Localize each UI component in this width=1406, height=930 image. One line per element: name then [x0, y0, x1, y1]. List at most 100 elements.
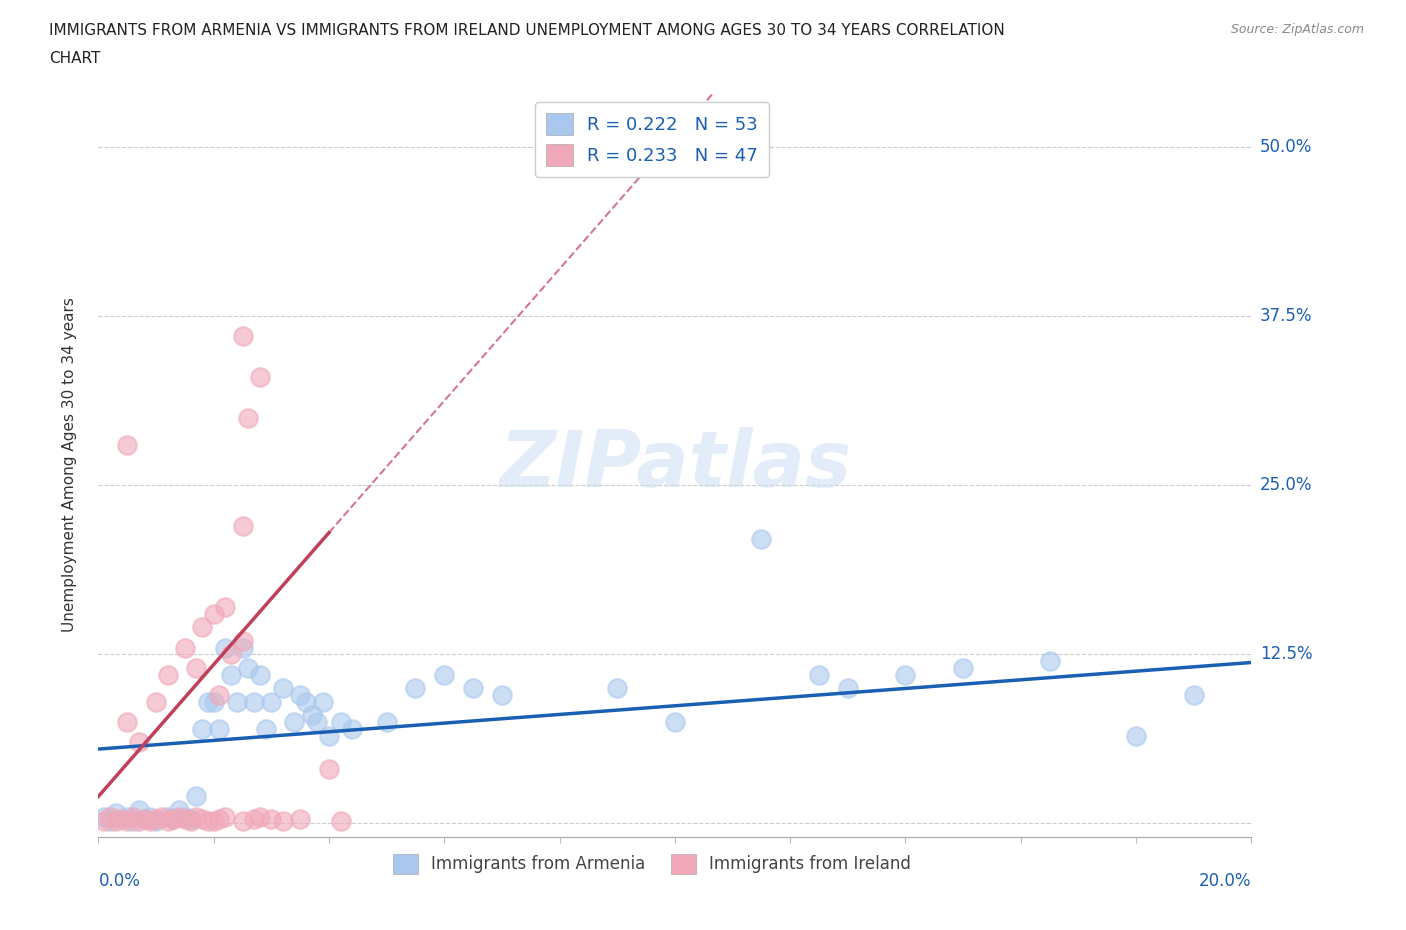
Text: IMMIGRANTS FROM ARMENIA VS IMMIGRANTS FROM IRELAND UNEMPLOYMENT AMONG AGES 30 TO: IMMIGRANTS FROM ARMENIA VS IMMIGRANTS FR… — [49, 23, 1005, 38]
Point — [98, 809, 121, 824]
Point — [952, 660, 974, 675]
Text: 37.5%: 37.5% — [1260, 307, 1312, 326]
Point — [117, 809, 139, 824]
Point — [150, 809, 173, 824]
Point — [238, 660, 260, 675]
Point — [231, 633, 254, 648]
Point — [186, 789, 208, 804]
Point — [134, 812, 156, 827]
Point — [145, 814, 167, 829]
Point — [93, 809, 115, 824]
Point — [461, 681, 484, 696]
Point — [208, 722, 231, 737]
Point — [139, 809, 162, 824]
Point — [1039, 654, 1062, 669]
Point — [145, 695, 167, 710]
Point — [208, 812, 231, 827]
Point — [254, 722, 277, 737]
Point — [1125, 728, 1147, 743]
Point — [329, 714, 352, 729]
Point — [249, 667, 271, 682]
Point — [156, 814, 179, 829]
Point — [249, 369, 271, 384]
Point — [260, 695, 283, 710]
Point — [606, 681, 628, 696]
Point — [156, 667, 179, 682]
Point — [156, 809, 179, 824]
Point — [1182, 687, 1205, 702]
Point — [219, 667, 242, 682]
Point — [219, 647, 242, 662]
Point — [290, 687, 312, 702]
Y-axis label: Unemployment Among Ages 30 to 34 years: Unemployment Among Ages 30 to 34 years — [62, 298, 77, 632]
Point — [191, 812, 214, 827]
Point — [186, 809, 208, 824]
Point — [117, 437, 139, 452]
Point — [243, 695, 266, 710]
Point — [808, 667, 831, 682]
Point — [329, 814, 352, 829]
Point — [225, 695, 247, 710]
Point — [174, 809, 197, 824]
Point — [191, 722, 214, 737]
Point — [128, 803, 150, 817]
Point — [249, 809, 271, 824]
Point — [307, 714, 329, 729]
Text: 25.0%: 25.0% — [1260, 476, 1312, 494]
Point — [93, 814, 115, 829]
Point — [214, 600, 236, 615]
Point — [271, 814, 294, 829]
Point — [238, 410, 260, 425]
Point — [202, 606, 225, 621]
Point — [117, 814, 139, 829]
Text: ZIPatlas: ZIPatlas — [499, 427, 851, 503]
Point — [340, 722, 363, 737]
Point — [104, 814, 127, 829]
Point — [186, 660, 208, 675]
Point — [197, 814, 219, 829]
Point — [312, 695, 335, 710]
Point — [664, 714, 686, 729]
Point — [191, 620, 214, 635]
Point — [98, 814, 121, 829]
Text: 0.0%: 0.0% — [98, 871, 141, 890]
Point — [433, 667, 456, 682]
Point — [180, 812, 202, 827]
Point — [174, 812, 197, 827]
Point — [375, 714, 398, 729]
Point — [243, 812, 266, 827]
Point — [260, 812, 283, 827]
Text: 50.0%: 50.0% — [1260, 139, 1312, 156]
Point — [318, 728, 340, 743]
Point — [128, 814, 150, 829]
Point — [837, 681, 859, 696]
Point — [283, 714, 305, 729]
Point — [122, 809, 145, 824]
Point — [290, 812, 312, 827]
Point — [122, 814, 145, 829]
Text: 12.5%: 12.5% — [1260, 645, 1312, 663]
Point — [491, 687, 513, 702]
Point — [174, 640, 197, 655]
Point — [202, 814, 225, 829]
Legend: Immigrants from Armenia, Immigrants from Ireland: Immigrants from Armenia, Immigrants from… — [387, 847, 917, 881]
Point — [167, 803, 190, 817]
Point — [301, 708, 323, 723]
Point — [405, 681, 427, 696]
Point — [162, 812, 184, 827]
Point — [139, 814, 162, 829]
Point — [110, 812, 132, 827]
Point — [167, 809, 190, 824]
Point — [117, 714, 139, 729]
Point — [271, 681, 294, 696]
Point — [894, 667, 917, 682]
Point — [318, 762, 340, 777]
Point — [295, 695, 318, 710]
Point — [134, 812, 156, 827]
Point — [180, 814, 202, 829]
Point — [231, 814, 254, 829]
Point — [197, 695, 219, 710]
Point — [145, 812, 167, 827]
Point — [231, 329, 254, 344]
Point — [231, 518, 254, 533]
